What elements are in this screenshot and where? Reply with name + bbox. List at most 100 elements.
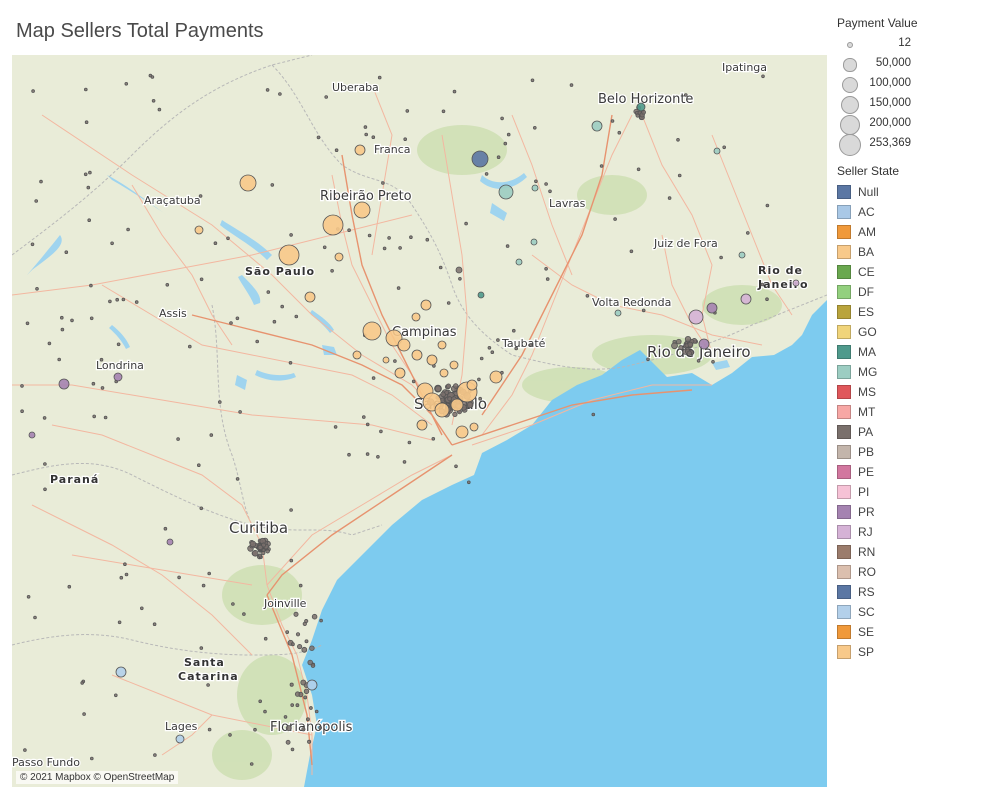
seller-point[interactable] <box>426 354 438 366</box>
seller-point[interactable] <box>278 244 300 266</box>
seller-point[interactable] <box>265 548 270 554</box>
seller-point[interactable] <box>33 615 37 620</box>
seller-point[interactable] <box>437 340 447 350</box>
seller-point[interactable] <box>301 727 306 732</box>
seller-point[interactable] <box>99 357 104 362</box>
seller-point[interactable] <box>683 93 688 97</box>
seller-point[interactable] <box>266 290 271 294</box>
seller-point[interactable] <box>441 109 446 114</box>
seller-point[interactable] <box>242 612 246 616</box>
seller-point[interactable] <box>31 89 35 93</box>
seller-point[interactable] <box>506 132 511 137</box>
seller-point[interactable] <box>479 356 484 361</box>
color-legend-item[interactable]: PE <box>837 462 997 482</box>
seller-point[interactable] <box>228 733 232 737</box>
seller-point[interactable] <box>43 487 47 492</box>
seller-point[interactable] <box>385 329 403 347</box>
map-attribution[interactable]: © 2021 Mapbox © OpenStreetMap <box>16 771 179 784</box>
seller-point[interactable] <box>455 266 463 274</box>
seller-point[interactable] <box>318 725 323 730</box>
seller-point[interactable] <box>305 717 310 722</box>
seller-point[interactable] <box>288 360 293 365</box>
seller-point[interactable] <box>528 343 533 347</box>
seller-point[interactable] <box>25 321 30 326</box>
seller-point[interactable] <box>447 396 453 402</box>
seller-point[interactable] <box>42 416 47 420</box>
seller-point[interactable] <box>26 594 31 599</box>
seller-point[interactable] <box>347 228 351 233</box>
seller-point[interactable] <box>84 120 89 124</box>
seller-point[interactable] <box>738 251 746 259</box>
seller-point[interactable] <box>706 302 718 314</box>
seller-point[interactable] <box>376 454 380 459</box>
seller-point[interactable] <box>599 164 604 168</box>
seller-point[interactable] <box>150 75 155 79</box>
seller-point[interactable] <box>198 194 203 198</box>
seller-point[interactable] <box>334 148 339 152</box>
seller-point[interactable] <box>307 739 312 744</box>
color-legend-item[interactable]: ES <box>837 302 997 322</box>
seller-point[interactable] <box>163 526 168 531</box>
seller-point[interactable] <box>471 150 489 168</box>
seller-point[interactable] <box>295 632 301 637</box>
seller-point[interactable] <box>687 341 694 348</box>
seller-point[interactable] <box>87 218 91 223</box>
seller-point[interactable] <box>176 437 180 441</box>
seller-point[interactable] <box>58 378 70 390</box>
seller-point[interactable] <box>760 282 765 287</box>
seller-point[interactable] <box>397 338 411 352</box>
seller-point[interactable] <box>629 249 634 254</box>
seller-point[interactable] <box>425 237 430 242</box>
seller-point[interactable] <box>452 383 459 389</box>
seller-point[interactable] <box>134 300 139 304</box>
seller-point[interactable] <box>452 411 458 418</box>
seller-point[interactable] <box>478 396 483 401</box>
seller-point[interactable] <box>311 613 318 620</box>
seller-point[interactable] <box>636 167 641 172</box>
seller-point[interactable] <box>500 116 504 121</box>
seller-point[interactable] <box>290 703 295 707</box>
seller-point[interactable] <box>206 683 210 687</box>
seller-point[interactable] <box>294 314 299 319</box>
seller-point[interactable] <box>258 553 263 558</box>
seller-point[interactable] <box>114 693 118 698</box>
seller-point[interactable] <box>67 584 72 589</box>
color-legend-item[interactable]: AC <box>837 202 997 222</box>
seller-point[interactable] <box>28 431 36 439</box>
color-legend-item[interactable]: MG <box>837 362 997 382</box>
seller-point[interactable] <box>157 107 162 112</box>
seller-point[interactable] <box>711 359 715 364</box>
seller-point[interactable] <box>745 231 750 235</box>
seller-point[interactable] <box>452 89 457 94</box>
map-canvas[interactable]: Uberaba Ipatinga Belo Horizonte Franca Araça… <box>12 55 827 787</box>
seller-point[interactable] <box>60 327 65 332</box>
seller-point[interactable] <box>534 179 538 184</box>
seller-point[interactable] <box>411 379 416 384</box>
seller-point[interactable] <box>505 244 510 248</box>
seller-point[interactable] <box>253 727 257 732</box>
seller-point[interactable] <box>289 508 293 512</box>
seller-point[interactable] <box>466 401 474 409</box>
seller-point[interactable] <box>285 739 291 745</box>
seller-point[interactable] <box>35 287 39 291</box>
seller-point[interactable] <box>365 422 370 427</box>
color-legend-item[interactable]: SP <box>837 642 997 662</box>
seller-point[interactable] <box>201 583 206 588</box>
seller-point[interactable] <box>290 642 295 647</box>
seller-point[interactable] <box>265 88 270 92</box>
seller-point[interactable] <box>431 436 436 441</box>
color-legend-item[interactable]: RS <box>837 582 997 602</box>
seller-point[interactable] <box>330 269 334 273</box>
seller-point[interactable] <box>108 299 112 304</box>
seller-point[interactable] <box>152 622 157 626</box>
color-legend-item[interactable]: PB <box>837 442 997 462</box>
seller-point[interactable] <box>439 368 449 378</box>
seller-point[interactable] <box>365 452 370 456</box>
seller-point[interactable] <box>444 390 450 395</box>
seller-point[interactable] <box>434 385 442 392</box>
seller-point[interactable] <box>544 267 548 271</box>
seller-point[interactable] <box>333 425 338 429</box>
seller-point[interactable] <box>100 386 105 390</box>
color-legend-item[interactable]: MA <box>837 342 997 362</box>
seller-point[interactable] <box>364 132 369 137</box>
